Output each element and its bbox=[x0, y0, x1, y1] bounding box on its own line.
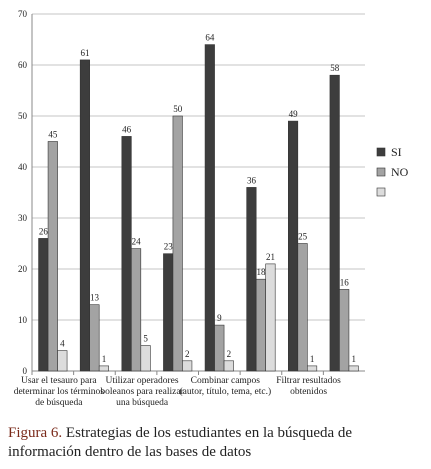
data-label: 50 bbox=[173, 104, 183, 114]
bar bbox=[339, 289, 350, 372]
data-label: 36 bbox=[247, 175, 257, 185]
data-label: 4 bbox=[60, 339, 65, 349]
data-label: 5 bbox=[143, 334, 148, 344]
data-label: 1 bbox=[310, 354, 315, 364]
data-label: 1 bbox=[102, 354, 107, 364]
caption-text: Estrategias de los estudiantes en la bús… bbox=[8, 425, 353, 460]
y-tick-label: 70 bbox=[18, 9, 28, 19]
data-label: 18 bbox=[256, 267, 266, 277]
chart: 0 10 20 30 40 50 60 70 26 45 4 61 13 1 46 24 5 23 50 2 64 9 2 3… bbox=[18, 9, 409, 376]
data-label: 25 bbox=[298, 232, 308, 242]
data-label: 21 bbox=[266, 252, 275, 262]
bar bbox=[38, 238, 49, 372]
bar bbox=[265, 263, 276, 372]
data-label: 58 bbox=[330, 63, 340, 73]
data-label: 2 bbox=[185, 349, 190, 359]
bar bbox=[246, 187, 257, 372]
legend-swatch bbox=[376, 167, 386, 177]
bar bbox=[163, 253, 174, 372]
x-tick-label: Filtrar resultados obtenidos bbox=[276, 376, 341, 397]
data-label: 46 bbox=[122, 124, 132, 134]
data-label: 24 bbox=[132, 237, 142, 247]
legend-swatch bbox=[376, 187, 386, 197]
bar bbox=[348, 365, 359, 372]
bar bbox=[89, 304, 100, 372]
legend-label: NO bbox=[391, 165, 409, 179]
data-label: 61 bbox=[80, 48, 89, 58]
data-label: 9 bbox=[217, 313, 222, 323]
bar bbox=[204, 44, 215, 372]
caption-label: Figura 6. bbox=[8, 425, 63, 441]
data-label: 16 bbox=[340, 277, 350, 287]
caption: Figura 6. Estrategias de los estudiantes… bbox=[8, 424, 423, 462]
bar bbox=[121, 136, 132, 372]
bar bbox=[214, 324, 225, 372]
data-label: 2 bbox=[227, 349, 232, 359]
data-label: 13 bbox=[90, 293, 100, 303]
y-tick-label: 60 bbox=[18, 60, 28, 70]
bar bbox=[288, 120, 299, 372]
y-tick-label: 0 bbox=[23, 366, 28, 376]
y-tick-label: 10 bbox=[18, 315, 28, 325]
bar bbox=[307, 365, 318, 372]
data-label: 1 bbox=[351, 354, 356, 364]
data-label: 49 bbox=[289, 109, 299, 119]
bar bbox=[79, 59, 90, 372]
data-label: 26 bbox=[39, 226, 49, 236]
bar bbox=[131, 248, 142, 372]
bar bbox=[140, 345, 151, 372]
y-tick-label: 50 bbox=[18, 111, 28, 121]
bar bbox=[329, 74, 340, 372]
x-tick-label: Utilizar operadores boleanos para realiz… bbox=[100, 376, 184, 408]
bar bbox=[172, 115, 183, 372]
y-tick-label: 30 bbox=[18, 213, 28, 223]
y-tick-label: 40 bbox=[18, 162, 28, 172]
legend-swatch bbox=[376, 147, 386, 157]
legend-label: SI bbox=[391, 145, 402, 159]
bar bbox=[182, 360, 193, 372]
bar bbox=[297, 243, 308, 372]
data-label: 45 bbox=[48, 130, 58, 140]
bar bbox=[255, 278, 266, 372]
y-tick-label: 20 bbox=[18, 264, 28, 274]
data-label: 23 bbox=[164, 242, 174, 252]
bar bbox=[47, 141, 58, 372]
x-tick-label: Combinar campos (autor, título, tema, et… bbox=[179, 376, 272, 397]
x-tick-label: Usar el tesauro para determinar los térm… bbox=[13, 376, 104, 408]
bar bbox=[223, 360, 234, 372]
data-label: 64 bbox=[205, 33, 215, 43]
bar bbox=[98, 365, 109, 372]
bar bbox=[57, 350, 68, 372]
